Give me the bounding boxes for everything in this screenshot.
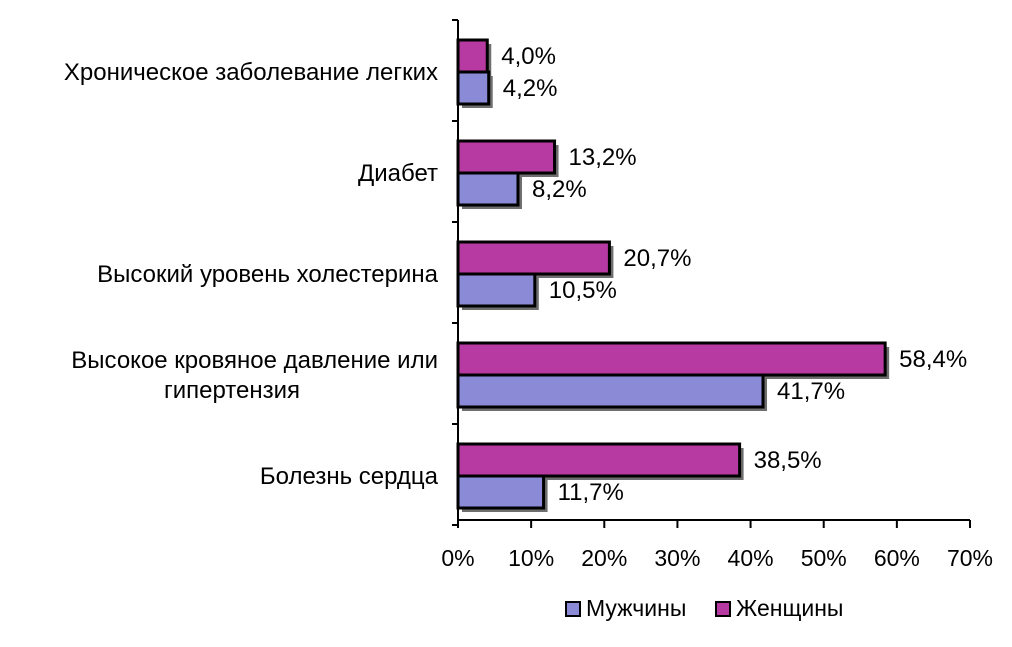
- category-label: Болезнь сердца: [260, 463, 439, 490]
- bar-men: [456, 272, 537, 308]
- data-label: 41,7%: [777, 378, 845, 405]
- bar-men: [456, 70, 491, 106]
- x-tick-label: 70%: [947, 545, 993, 571]
- bar-women: [456, 38, 489, 74]
- bar-women: [456, 341, 887, 377]
- data-label: 4,0%: [501, 43, 556, 70]
- bar-men: [456, 171, 520, 207]
- legend-label: Женщины: [736, 595, 843, 621]
- data-label: 11,7%: [558, 479, 624, 506]
- category-label: Хроническое заболевание легких: [64, 59, 438, 86]
- data-label: 20,7%: [623, 245, 691, 272]
- x-tick-label: 60%: [874, 545, 920, 571]
- legend-swatch: [565, 601, 581, 617]
- data-label: 13,2%: [569, 144, 637, 171]
- category-label: гипертензия: [164, 377, 300, 404]
- category-label: Высокое кровяное давление или: [71, 347, 438, 374]
- x-tick-label: 20%: [581, 545, 627, 571]
- x-tick-label: 50%: [801, 545, 847, 571]
- bar-women: [456, 442, 742, 478]
- x-tick-label: 30%: [654, 545, 700, 571]
- data-label: 8,2%: [532, 176, 587, 203]
- x-tick-label: 10%: [508, 545, 554, 571]
- category-label: Высокий уровень холестерина: [97, 261, 439, 288]
- category-label: Диабет: [358, 160, 438, 187]
- x-tick-label: 0%: [441, 545, 474, 571]
- data-label: 38,5%: [754, 447, 822, 474]
- bar-women: [456, 139, 557, 175]
- legend-label: Мужчины: [586, 595, 686, 621]
- x-tick-label: 40%: [728, 545, 774, 571]
- data-label: 4,2%: [503, 75, 558, 102]
- data-label: 10,5%: [549, 277, 617, 304]
- data-label: 58,4%: [899, 346, 967, 373]
- bar-women: [456, 240, 611, 276]
- bar-men: [456, 373, 765, 409]
- bar-men: [456, 474, 546, 510]
- legend-swatch: [715, 601, 731, 617]
